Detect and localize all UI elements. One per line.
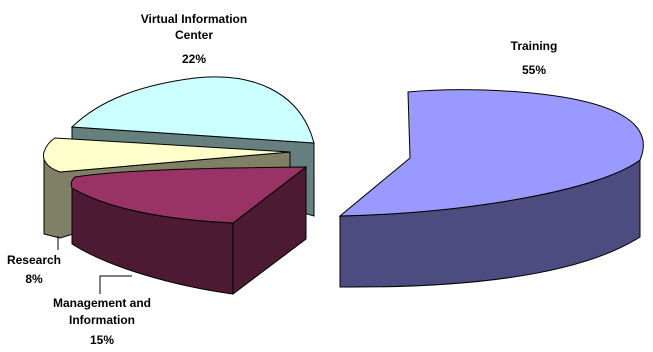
label-management-and-information-line-2: Information (69, 313, 135, 327)
slice-training (338, 89, 644, 288)
slice-management-and-information-top (70, 166, 308, 224)
label-research-value: 8% (25, 272, 43, 286)
slice-virtual-information-center-top (70, 76, 315, 144)
label-virtual-information-center-value: 22% (182, 52, 206, 66)
label-training-line-1: Training (511, 39, 558, 53)
slice-training-top (338, 89, 644, 217)
slice-management-and-information (70, 165, 308, 296)
label-virtual-information-center-line-2: Center (175, 28, 213, 42)
slice-research-top (42, 137, 291, 173)
label-management-and-information-value: 15% (90, 333, 114, 347)
label-management-and-information-line-1: Management and (53, 296, 151, 310)
leader-line-management-and-information (99, 275, 132, 294)
label-training-value: 55% (522, 63, 546, 77)
label-research-line-1: Research (7, 253, 61, 267)
label-virtual-information-center-line-1: Virtual Information (141, 12, 247, 26)
